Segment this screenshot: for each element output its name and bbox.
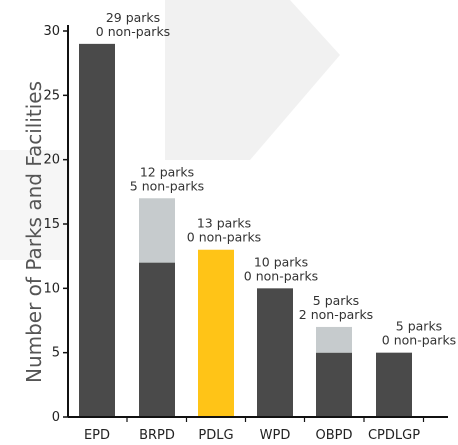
bar-parks-wpd (257, 288, 293, 417)
data-label-non-parks: 5 non-parks (130, 178, 204, 193)
bar-non-parks-brpd (139, 198, 175, 263)
data-label-parks: 12 parks (140, 164, 194, 179)
y-tick-label: 20 (43, 153, 60, 168)
data-label-non-parks: 2 non-parks (299, 307, 373, 322)
data-label-parks: 13 parks (197, 216, 251, 231)
data-label-parks: 5 parks (396, 319, 442, 334)
data-label-parks: 10 parks (254, 254, 308, 269)
bar-parks-pdlg (198, 249, 234, 417)
y-axis-title: Number of Parks and Facilities (22, 81, 46, 383)
data-label-non-parks: 0 non-parks (382, 333, 456, 348)
watermark-shape (165, 0, 340, 160)
axes-group: 0 5 10 15 20 25 30 EPD BRPD PDLG WPD OBPD CPDLGP (43, 24, 448, 443)
data-label-parks: 5 parks (313, 293, 359, 308)
y-tick-label: 10 (43, 281, 60, 296)
bars-group (79, 43, 412, 417)
bar-parks-brpd (139, 262, 175, 417)
y-tick-label: 25 (43, 88, 60, 103)
x-tick-label-wpd: WPD (260, 428, 291, 443)
y-tick-label: 0 (52, 410, 60, 425)
bar-parks-obpd (316, 352, 352, 417)
bar-non-parks-obpd (316, 326, 352, 353)
data-label-non-parks: 0 non-parks (187, 230, 261, 245)
x-tick-label-obpd: OBPD (315, 428, 352, 443)
watermark-shape (0, 150, 70, 260)
background-watermark (0, 0, 340, 260)
data-label-parks: 29 parks (106, 10, 160, 25)
bar-parks-cpdlgp (376, 352, 412, 417)
y-tick-label: 5 (52, 346, 60, 361)
data-label-non-parks: 0 non-parks (244, 268, 318, 283)
data-label-non-parks: 0 non-parks (96, 24, 170, 39)
y-tick-label: 30 (43, 24, 60, 39)
x-tick-label-brpd: BRPD (139, 428, 175, 443)
x-tick-label-epd: EPD (84, 428, 110, 443)
x-tick-label-cpdlgp: CPDLGP (368, 428, 420, 443)
bar-parks-epd (79, 43, 115, 417)
x-tick-label-pdlg: PDLG (198, 428, 233, 443)
y-tick-label: 15 (43, 217, 60, 232)
